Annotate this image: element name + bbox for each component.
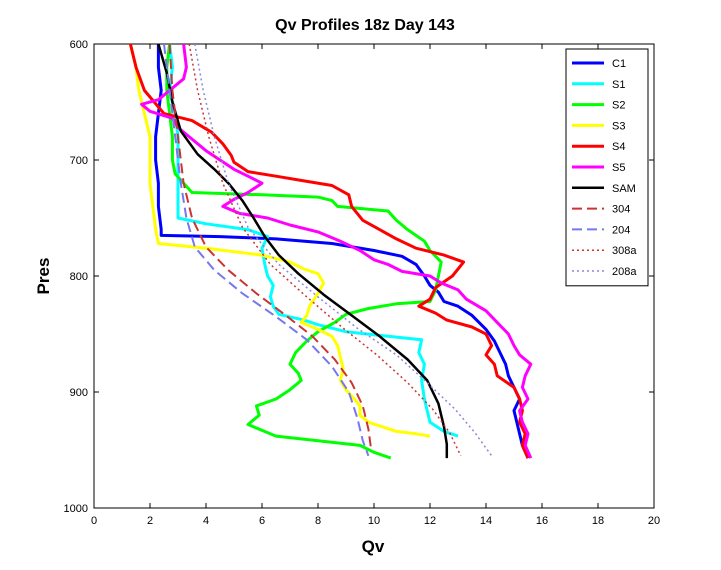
x-tick-label: 2 [147,515,153,527]
x-axis-label: Qv [362,537,385,556]
legend-label-304: 304 [612,204,630,216]
y-axis-label: Pres [34,258,53,295]
legend: C1 S1 S2 S3 S4 S5 SAM 304 204 308a 208a [565,48,649,287]
series-group [128,44,533,460]
x-tick-label: 10 [368,515,380,527]
x-tick-label: 14 [480,515,492,527]
y-tick-label: 800 [70,271,88,283]
legend-label-s2: S2 [612,100,625,112]
x-tick-label: 4 [203,515,209,527]
series-line-204 [163,44,370,457]
legend-label-s5: S5 [612,162,625,174]
chart-title: Qv Profiles 18z Day 143 [275,17,455,34]
series-line-s3 [128,44,431,438]
x-tick-label: 20 [648,515,660,527]
legend-label-c1: C1 [612,58,626,70]
x-tick-label: 16 [536,515,548,527]
series-line-s2 [165,44,443,460]
y-tick-label: 600 [70,39,88,51]
x-tick-label: 12 [424,515,436,527]
legend-label-s4: S4 [612,141,625,153]
plot-frame [93,43,655,509]
x-tick-label: 0 [91,515,97,527]
legend-label-sam: SAM [612,183,636,195]
series-line-s4 [128,44,530,459]
series-line-sam [157,44,449,459]
y-tick-label: 700 [70,155,88,167]
plot-area: 0 2 4 6 8 10 12 14 16 18 20 600 700 800 900 1000 [64,39,661,527]
legend-label-s1: S1 [612,79,625,91]
legend-label-s3: S3 [612,120,625,132]
x-tick-label: 8 [315,515,321,527]
y-tick-label: 1000 [64,503,88,515]
legend-label-204: 204 [612,224,630,236]
x-tick-label: 18 [592,515,604,527]
y-tick-label: 900 [70,387,88,399]
series-line-308a [188,44,462,457]
legend-label-208a: 208a [612,266,637,278]
series-line-208a [194,44,493,457]
legend-label-308a: 308a [612,245,637,257]
series-line-304 [168,44,373,451]
x-tick-label: 6 [259,515,265,527]
